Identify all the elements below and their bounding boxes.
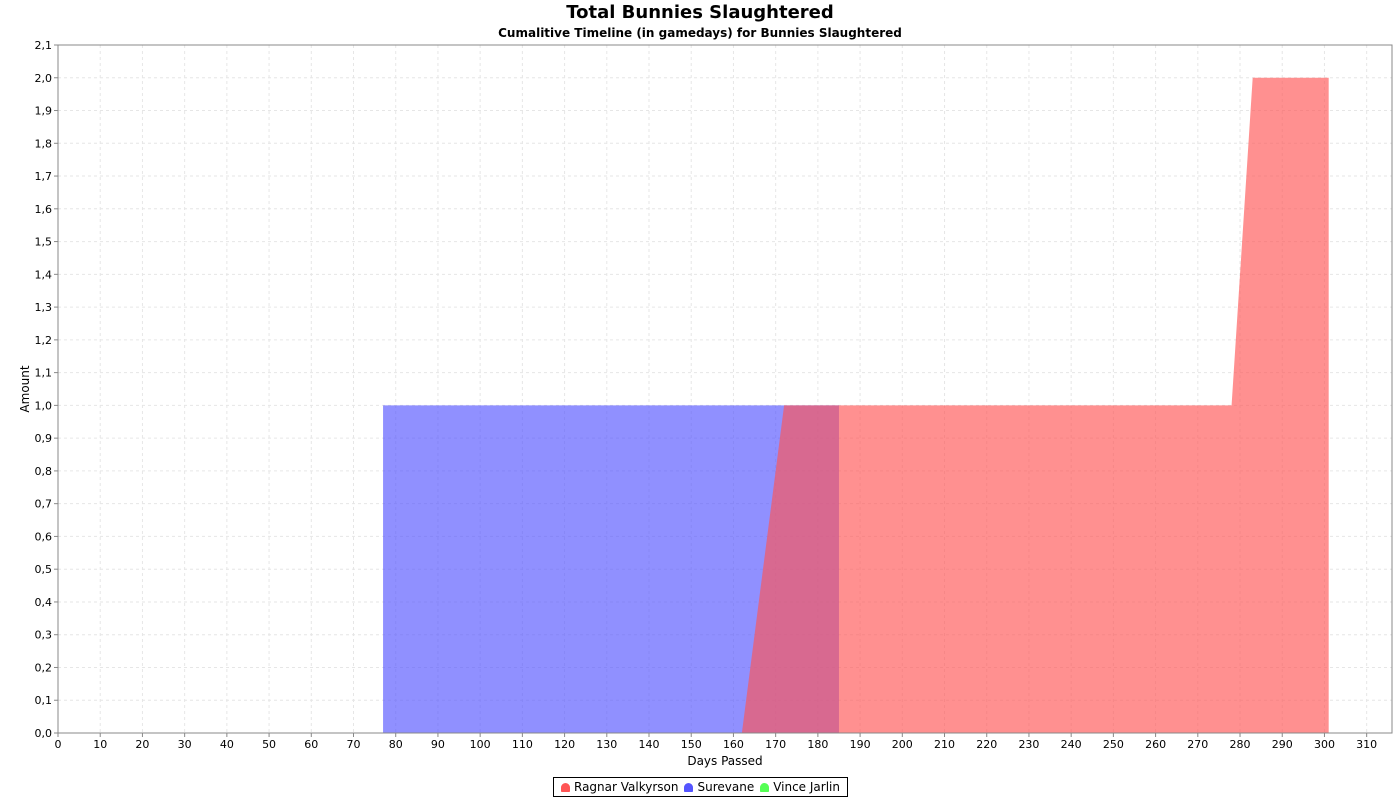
y-tick-label: 1,0 — [35, 399, 53, 412]
y-axis-label: Amount — [18, 365, 32, 412]
x-tick-label: 250 — [1103, 738, 1124, 751]
x-tick-label: 220 — [976, 738, 997, 751]
x-tick-label: 100 — [470, 738, 491, 751]
y-tick-label: 1,6 — [35, 203, 53, 216]
x-tick-label: 300 — [1314, 738, 1335, 751]
x-tick-label: 290 — [1272, 738, 1293, 751]
y-tick-label: 0,8 — [35, 465, 53, 478]
x-tick-label: 10 — [93, 738, 107, 751]
y-tick-label: 1,1 — [35, 367, 53, 380]
y-tick-label: 1,9 — [35, 105, 53, 118]
x-tick-label: 310 — [1356, 738, 1377, 751]
y-tick-label: 0,3 — [35, 629, 53, 642]
legend-swatch-icon — [760, 782, 770, 792]
y-tick-label: 2,1 — [35, 39, 53, 52]
chart-title: Total Bunnies Slaughtered — [566, 2, 834, 23]
x-tick-label: 50 — [262, 738, 276, 751]
x-tick-label: 150 — [681, 738, 702, 751]
y-tick-label: 0,5 — [35, 563, 53, 576]
legend-swatch-icon — [684, 782, 694, 792]
x-tick-label: 40 — [220, 738, 234, 751]
x-tick-label: 30 — [178, 738, 192, 751]
y-tick-label: 1,3 — [35, 301, 53, 314]
x-axis-label: Days Passed — [687, 754, 762, 768]
y-tick-label: 0,7 — [35, 498, 53, 511]
legend-item: Surevane — [684, 780, 754, 794]
x-tick-label: 280 — [1230, 738, 1251, 751]
y-tick-label: 0,6 — [35, 530, 53, 543]
legend-label: Ragnar Valkyrson — [574, 780, 679, 794]
x-tick-label: 180 — [807, 738, 828, 751]
x-tick-label: 190 — [850, 738, 871, 751]
legend: Ragnar Valkyrson Surevane Vince Jarlin — [553, 777, 848, 797]
plot-border — [57, 44, 1393, 734]
y-tick-label: 0,2 — [35, 661, 53, 674]
x-tick-label: 20 — [135, 738, 149, 751]
grid-layer — [58, 44, 1392, 733]
y-tick-label: 0,9 — [35, 432, 53, 445]
x-tick-label: 230 — [1018, 738, 1039, 751]
x-tick-label: 240 — [1061, 738, 1082, 751]
series-area-surevane — [383, 405, 839, 733]
legend-item: Vince Jarlin — [760, 780, 840, 794]
x-tick-label: 160 — [723, 738, 744, 751]
series-area-ragnar-valkyrson — [741, 77, 1329, 733]
y-tick-label: 0,1 — [35, 694, 53, 707]
y-tick-label: 1,2 — [35, 334, 53, 347]
x-tick-label: 110 — [512, 738, 533, 751]
legend-item: Ragnar Valkyrson — [561, 780, 678, 794]
y-tick-label: 1,8 — [35, 137, 53, 150]
x-tick-label: 0 — [55, 738, 62, 751]
x-tick-label: 60 — [304, 738, 318, 751]
y-tick-label: 0,4 — [35, 596, 53, 609]
x-tick-label: 70 — [347, 738, 361, 751]
y-tick-label: 1,4 — [35, 268, 53, 281]
x-tick-label: 120 — [554, 738, 575, 751]
legend-swatch-icon — [561, 782, 570, 792]
x-tick-label: 200 — [892, 738, 913, 751]
y-tick-label: 0,0 — [35, 727, 53, 740]
legend-label: Vince Jarlin — [773, 780, 840, 794]
x-tick-label: 140 — [639, 738, 660, 751]
x-tick-label: 260 — [1145, 738, 1166, 751]
x-tick-label: 90 — [431, 738, 445, 751]
y-tick-label: 1,5 — [35, 236, 53, 249]
y-tick-label: 1,7 — [35, 170, 53, 183]
legend-label: Surevane — [697, 780, 755, 794]
axis-layer: 0 10 20 30 40 50 60 70 80 90 100 110 120 130 140 150 160… — [35, 39, 1378, 751]
series-layer — [383, 77, 1329, 733]
x-tick-label: 270 — [1187, 738, 1208, 751]
x-tick-label: 170 — [765, 738, 786, 751]
x-tick-label: 130 — [596, 738, 617, 751]
y-tick-label: 2,0 — [35, 72, 53, 85]
x-tick-label: 210 — [934, 738, 955, 751]
chart-subtitle: Cumalitive Timeline (in gamedays) for Bu… — [498, 26, 902, 40]
x-tick-label: 80 — [389, 738, 403, 751]
